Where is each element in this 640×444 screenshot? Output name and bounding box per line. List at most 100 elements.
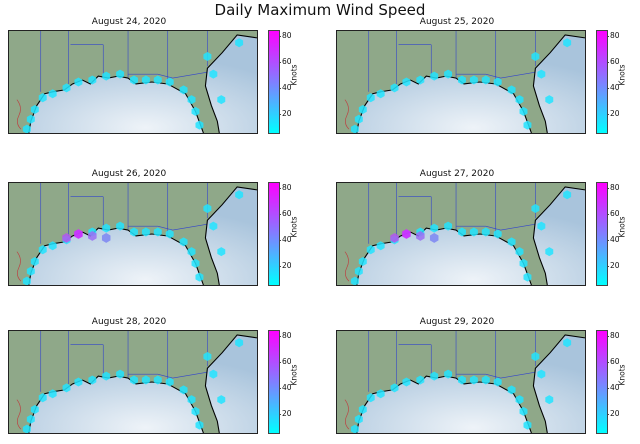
colorbar bbox=[596, 30, 608, 134]
wind-hexbin bbox=[217, 395, 226, 405]
river bbox=[344, 399, 350, 430]
state-borders bbox=[40, 331, 208, 392]
wind-hexbin bbox=[102, 71, 111, 81]
wind-hexbin bbox=[523, 120, 532, 130]
colorbar-tick-40: 40 bbox=[279, 383, 292, 392]
panel-date-title: August 24, 2020 bbox=[91, 17, 167, 27]
wind-hexbin bbox=[416, 375, 425, 385]
wind-hexbin bbox=[537, 369, 546, 379]
wind-speed-map bbox=[8, 182, 258, 286]
wind-hexbin bbox=[519, 406, 528, 416]
wind-hexbin bbox=[22, 276, 31, 285]
wind-hexbin bbox=[102, 371, 111, 381]
wind-hexbin bbox=[195, 272, 204, 282]
wind-hexbin bbox=[141, 375, 150, 385]
wind-hexbin bbox=[235, 190, 244, 200]
wind-hexbin bbox=[179, 237, 188, 247]
wind-speed-map bbox=[336, 182, 586, 286]
wind-hexbin bbox=[165, 377, 174, 387]
colorbar bbox=[268, 330, 280, 434]
colorbar-tick-20: 20 bbox=[279, 109, 292, 118]
colorbar-label: Knots bbox=[289, 64, 299, 86]
wind-speed-map bbox=[336, 330, 586, 434]
wind-hexbin bbox=[88, 75, 97, 85]
wind-hexbin bbox=[358, 404, 367, 414]
wind-hexbin bbox=[531, 351, 540, 362]
state-borders bbox=[368, 331, 536, 392]
colorbar-label: Knots bbox=[617, 364, 627, 386]
wind-hexbin bbox=[38, 245, 47, 255]
wind-hexbin bbox=[519, 258, 528, 268]
colorbar-label: Knots bbox=[289, 216, 299, 238]
wind-hexbin bbox=[191, 258, 200, 268]
wind-hexbin bbox=[62, 83, 71, 93]
wind-hexbin bbox=[390, 83, 399, 93]
wind-hexbin bbox=[458, 75, 466, 85]
map-panel-aug-24: August 24, 2020 80 60 40 20 Knots bbox=[0, 17, 310, 143]
wind-hexbin bbox=[203, 203, 212, 214]
wind-hexbin bbox=[507, 237, 516, 247]
wind-hexbin bbox=[481, 375, 490, 385]
wind-hexbin bbox=[130, 227, 138, 237]
colorbar-tick-20: 20 bbox=[279, 409, 292, 418]
wind-hexbin bbox=[458, 375, 466, 385]
wind-hexbin bbox=[390, 383, 399, 393]
colorbar-tick-80: 80 bbox=[607, 331, 620, 340]
map-panel-aug-28: August 28, 2020 80 60 40 20 Knots bbox=[0, 317, 310, 443]
colorbar-tick-60: 60 bbox=[607, 57, 620, 66]
wind-hexbin bbox=[62, 233, 71, 243]
wind-hexbin bbox=[469, 375, 478, 385]
wind-hexbin bbox=[402, 229, 411, 239]
wind-hexbin bbox=[187, 95, 196, 105]
colorbar-label: Knots bbox=[617, 216, 627, 238]
wind-hexbin bbox=[493, 77, 502, 87]
colorbar bbox=[596, 182, 608, 286]
wind-hexbin bbox=[203, 351, 212, 362]
colorbar-tick-80: 80 bbox=[607, 183, 620, 192]
wind-hexbin bbox=[376, 389, 385, 399]
wind-hexbin bbox=[366, 93, 375, 103]
colorbar-tick-20: 20 bbox=[607, 261, 620, 270]
wind-hexbin bbox=[209, 221, 218, 231]
wind-hexbin bbox=[74, 229, 83, 239]
wind-hexbin bbox=[203, 51, 212, 62]
colorbar-tick-20: 20 bbox=[279, 261, 292, 270]
wind-hexbin bbox=[26, 114, 35, 124]
wind-hexbin bbox=[22, 124, 31, 133]
map-panel-aug-26: August 26, 2020 80 60 40 20 Knots bbox=[0, 169, 310, 295]
wind-hexbin bbox=[88, 231, 97, 241]
wind-hexbin bbox=[141, 227, 150, 237]
wind-hexbin bbox=[74, 377, 83, 387]
wind-hexbin bbox=[507, 85, 516, 95]
wind-hexbin bbox=[481, 75, 490, 85]
colorbar-tick-20: 20 bbox=[607, 409, 620, 418]
wind-hexbin bbox=[88, 375, 97, 385]
wind-hexbin bbox=[62, 383, 71, 393]
wind-hexbin bbox=[545, 95, 554, 105]
wind-hexbin bbox=[209, 69, 218, 79]
wind-hexbin bbox=[563, 38, 572, 48]
wind-hexbin bbox=[48, 89, 57, 99]
wind-hexbin bbox=[537, 221, 546, 231]
state-borders bbox=[368, 31, 536, 92]
colorbar-tick-60: 60 bbox=[607, 357, 620, 366]
wind-hexbin bbox=[444, 69, 453, 79]
wind-hexbin bbox=[130, 75, 138, 85]
wind-hexbin bbox=[531, 203, 540, 214]
wind-hexbin bbox=[366, 245, 375, 255]
wind-hexbin bbox=[416, 231, 425, 241]
wind-hexbin bbox=[179, 85, 188, 95]
wind-hexbin bbox=[402, 377, 411, 387]
wind-hexbin bbox=[358, 104, 367, 114]
wind-hexbin bbox=[165, 77, 174, 87]
river bbox=[16, 99, 22, 130]
wind-hexbin bbox=[358, 256, 367, 266]
wind-hexbin bbox=[217, 247, 226, 257]
colorbar-label: Knots bbox=[289, 364, 299, 386]
river bbox=[16, 399, 22, 430]
wind-hexbin bbox=[523, 272, 532, 282]
colorbar bbox=[596, 330, 608, 434]
wind-hexbin bbox=[187, 395, 196, 405]
wind-hexbin bbox=[48, 241, 57, 251]
wind-hexbin bbox=[187, 247, 196, 257]
